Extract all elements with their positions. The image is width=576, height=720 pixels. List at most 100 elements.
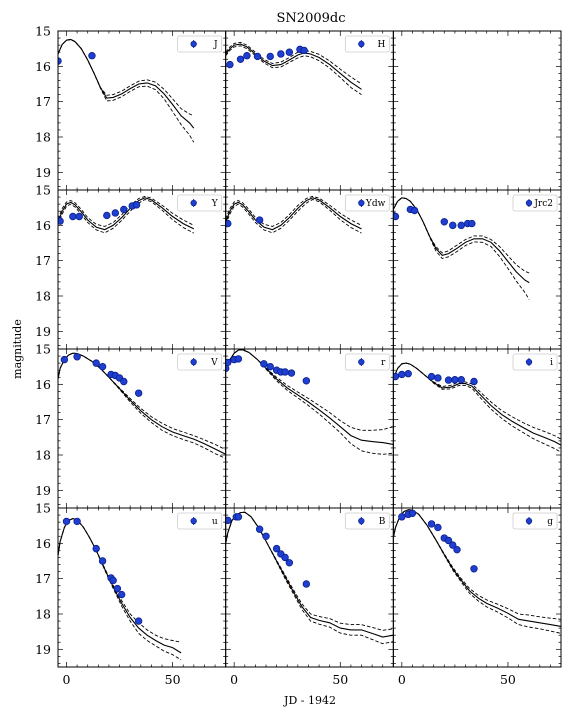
model-upper-curve [58, 518, 182, 643]
data-point [92, 544, 100, 553]
panel-ticks [58, 507, 227, 667]
data-point [453, 545, 461, 554]
data-point [427, 520, 436, 528]
data-point [134, 617, 143, 625]
y-tick-label: 15 [35, 183, 51, 198]
data-point [92, 359, 100, 367]
legend-label: V [210, 358, 218, 368]
data-point [226, 60, 234, 69]
data-point [449, 221, 457, 230]
legend-box [344, 35, 390, 53]
legend-label: g [547, 517, 553, 527]
y-tick-label: 18 [35, 448, 51, 463]
legend-label: Jrc2 [533, 199, 553, 209]
panel-ticks [393, 507, 562, 667]
data-point [134, 389, 143, 397]
x-tick-label: 50 [332, 672, 348, 687]
legend-label: Ydw [365, 199, 386, 209]
panel-ticks [58, 348, 227, 508]
data-point [225, 358, 232, 367]
x-tick-label: 0 [398, 672, 406, 687]
data-point [398, 370, 406, 379]
y-tick-label: 17 [35, 94, 51, 109]
panel-i: i [392, 348, 562, 509]
data-point [111, 209, 120, 217]
data-point [113, 584, 122, 593]
model-curve [225, 43, 362, 90]
panel-empty [392, 30, 562, 191]
data-point [132, 201, 141, 209]
panel-jrc2: Jrc2 [392, 189, 562, 350]
model-lower-curve [225, 199, 362, 234]
data-point [285, 48, 294, 56]
data-point [300, 46, 308, 55]
data-point [444, 376, 453, 384]
panel-frame [392, 30, 562, 191]
panel-r: r [225, 348, 394, 509]
model-upper-curve [225, 41, 362, 85]
model-curve [58, 197, 195, 231]
data-point [398, 513, 406, 521]
panel-ticks [225, 30, 394, 190]
data-point [225, 219, 232, 228]
model-upper-curve [393, 362, 562, 440]
panel-frame [392, 507, 562, 668]
legend-marker [358, 199, 365, 207]
data-point [393, 372, 400, 381]
data-points [225, 216, 264, 228]
data-point [109, 576, 117, 585]
legend-box [512, 194, 558, 212]
panel-frame [57, 30, 227, 191]
legend-marker [358, 517, 365, 525]
data-points [60, 353, 143, 397]
data-point [470, 565, 478, 573]
legend-marker [190, 358, 197, 366]
data-point [457, 221, 465, 230]
data-point [262, 532, 270, 540]
model-curves [225, 511, 394, 645]
data-point [427, 372, 436, 381]
y-tick-label: 16 [35, 536, 51, 551]
panel-ticks [393, 30, 562, 190]
data-point [287, 369, 296, 377]
panel-ticks [58, 30, 227, 190]
data-point [120, 377, 128, 386]
panel-u: u 15 16 17 18 19 0 50 [35, 501, 227, 687]
model-lower-curve [393, 362, 562, 453]
data-point [117, 590, 126, 599]
data-point [285, 559, 294, 567]
model-upper-curve [58, 195, 195, 227]
legend-marker [358, 358, 365, 366]
model-curves [393, 197, 530, 300]
data-point [449, 541, 457, 549]
data-points [58, 52, 96, 65]
x-tick-label: 50 [165, 672, 181, 687]
model-lower-curve [393, 509, 562, 634]
model-upper-curve [225, 349, 394, 431]
data-points [225, 355, 311, 385]
panel-frame [225, 507, 394, 668]
data-points [393, 205, 476, 230]
data-point [408, 509, 417, 517]
data-point [243, 52, 251, 60]
legend-label: J [213, 40, 218, 50]
data-point [225, 516, 232, 525]
data-point [234, 513, 243, 521]
legend-box [177, 353, 223, 371]
chart-title: SN2009dc [277, 11, 346, 26]
data-point [62, 517, 71, 526]
model-lower-curve [225, 45, 362, 95]
data-point [255, 525, 264, 533]
data-point [75, 212, 83, 221]
legend-box [512, 353, 558, 371]
model-upper-curve [225, 195, 362, 227]
y-tick-label: 16 [35, 59, 51, 74]
data-point [73, 353, 81, 361]
data-point [410, 206, 419, 215]
model-curve [393, 509, 562, 627]
data-points [393, 370, 478, 386]
legend-label: Y [211, 199, 219, 209]
x-tick-label: 0 [63, 672, 71, 687]
y-tick-label: 18 [35, 130, 51, 145]
data-point [88, 52, 96, 60]
